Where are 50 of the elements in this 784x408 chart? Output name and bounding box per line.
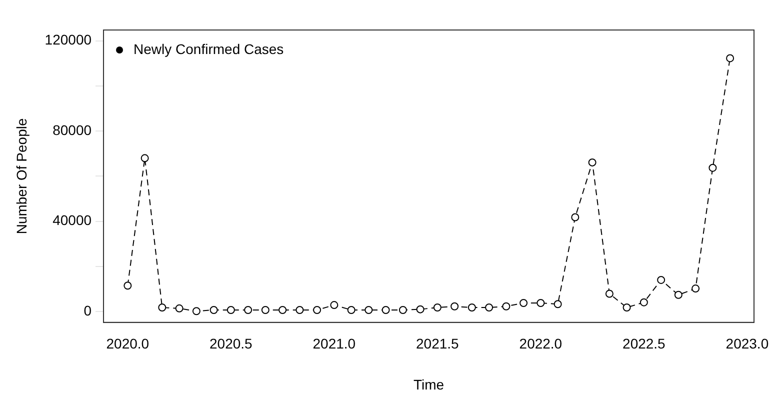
point — [382, 306, 390, 314]
x-tick-label: 2021.0 — [312, 336, 356, 352]
point — [313, 306, 322, 314]
point — [158, 304, 166, 312]
point — [364, 306, 373, 314]
point — [296, 306, 304, 314]
point — [708, 164, 717, 172]
point — [571, 213, 580, 222]
point — [450, 302, 459, 310]
point — [192, 307, 200, 316]
point — [554, 300, 562, 308]
point — [124, 282, 132, 290]
point — [536, 298, 545, 307]
x-tick-label: 2023.0 — [726, 336, 769, 352]
point — [398, 306, 407, 314]
point — [485, 304, 494, 312]
point — [433, 304, 442, 312]
x-tick-label: 2022.0 — [519, 336, 562, 352]
y-axis-title: Number Of People — [13, 118, 30, 234]
point — [692, 284, 700, 293]
point — [468, 304, 476, 312]
y-tick-label: 40000 — [52, 212, 92, 228]
point — [520, 298, 528, 307]
x-tick-label: 2020.5 — [210, 336, 253, 352]
point — [657, 276, 666, 284]
y-tick-label: 120000 — [44, 32, 92, 48]
point — [605, 290, 614, 298]
point — [210, 306, 218, 314]
point — [244, 306, 252, 314]
point — [622, 304, 631, 312]
point — [640, 298, 648, 306]
legend-label: Newly Confirmed Cases — [134, 40, 284, 57]
point — [726, 54, 734, 62]
y-tick-label: 0 — [84, 302, 92, 318]
x-tick-label: 2022.5 — [622, 336, 666, 352]
point — [261, 306, 270, 314]
point — [330, 301, 338, 310]
point — [347, 306, 356, 314]
x-tick-label: 2020.0 — [106, 336, 150, 352]
point — [226, 306, 235, 314]
point — [674, 290, 682, 299]
point — [140, 154, 149, 162]
point — [502, 302, 510, 310]
x-tick-label: 2021.5 — [416, 336, 460, 352]
x-axis-title: Time — [413, 376, 444, 392]
point — [175, 304, 184, 312]
point — [588, 158, 596, 166]
y-tick-label: 80000 — [52, 122, 92, 138]
point — [278, 306, 287, 314]
point — [416, 305, 424, 314]
